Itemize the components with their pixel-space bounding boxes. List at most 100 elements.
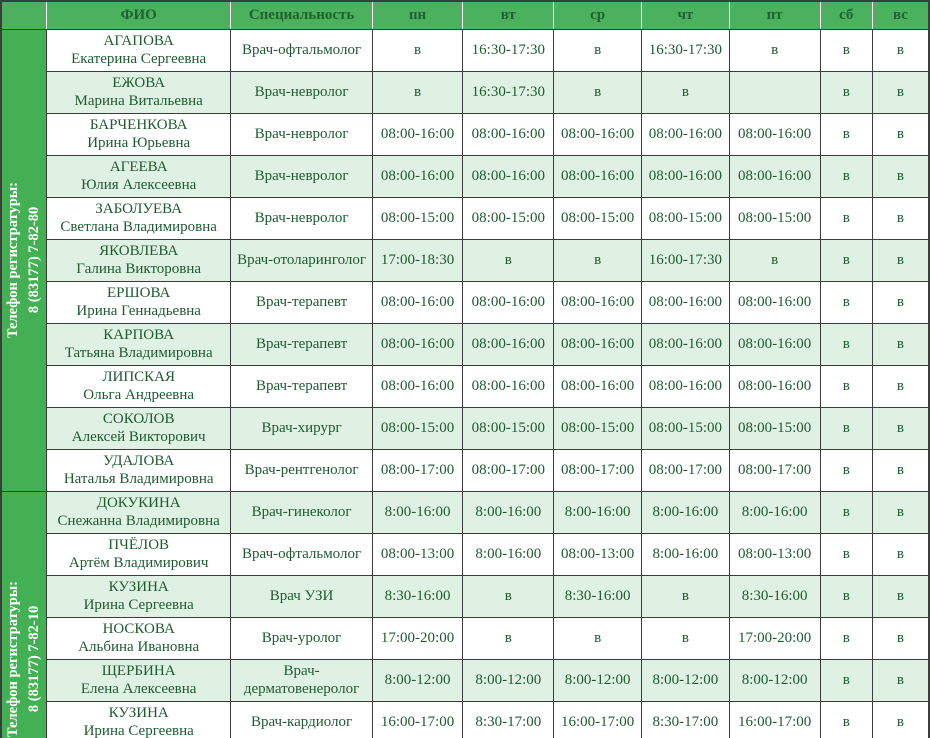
table-row: КУЗИНА Ирина Сергеевна Врач-кардиолог 16:00… [1, 701, 930, 738]
doctor-given-name: Ирина Юрьевна [87, 134, 191, 151]
column-header-сб: сб [819, 0, 873, 30]
doctor-name-cell: НОСКОВА Альбина Ивановна [45, 617, 232, 660]
schedule-cell-ср: 08:00-16:00 [553, 155, 642, 198]
table-row: КУЗИНА Ирина Сергеевна Врач УЗИ 8:30-16:00 в… [1, 575, 930, 618]
registry-phone-text: Телефон регистратуры: 8 (83177) 7-82-10 [3, 581, 45, 737]
specialty-cell: Врач-терапевт [230, 323, 373, 366]
doctor-surname: ЗАБОЛУЕВА [95, 201, 183, 218]
schedule-cell-сб: в [819, 323, 873, 366]
doctor-given-name: Галина Викторовна [76, 260, 202, 277]
specialty-cell: Врач-терапевт [230, 365, 373, 408]
schedule-cell-пт: 17:00-20:00 [728, 617, 821, 660]
doctor-surname: КАРПОВА [103, 327, 175, 344]
schedule-cell-ср: 08:00-17:00 [553, 449, 642, 492]
specialty-cell: Врач-дерматовенеролог [230, 659, 373, 702]
column-header-ср: ср [553, 0, 642, 30]
schedule-cell-пн: в [371, 29, 464, 72]
column-header-specialty: Специальность [230, 0, 373, 30]
schedule-cell-вс: в [871, 491, 930, 534]
schedule-cell-вт: 8:00-16:00 [462, 533, 555, 576]
table-row: АГЕЕВА Юлия Алексеевна Врач-невролог 08:00-… [1, 155, 930, 198]
schedule-cell-пт: 08:00-16:00 [728, 281, 821, 324]
doctor-surname: УДАЛОВА [103, 453, 175, 470]
specialty-cell: Врач УЗИ [230, 575, 373, 618]
schedule-cell-ср: 16:00-17:00 [553, 701, 642, 738]
table-row: ЕРШОВА Ирина Геннадьевна Врач-терапевт 08:0… [1, 281, 930, 324]
schedule-cell-сб: в [819, 491, 873, 534]
schedule-cell-чт: 8:00-12:00 [640, 659, 730, 702]
schedule-cell-пт: 16:00-17:00 [728, 701, 821, 738]
doctor-name-cell: АГЕЕВА Юлия Алексеевна [45, 155, 232, 198]
doctor-given-name: Альбина Ивановна [78, 638, 200, 655]
schedule-cell-вс: в [871, 281, 930, 324]
schedule-cell-чт: 8:00-16:00 [640, 491, 730, 534]
doctor-surname: КУЗИНА [108, 579, 169, 596]
schedule-cell-чт: 08:00-15:00 [640, 197, 730, 240]
schedule-cell-сб: в [819, 365, 873, 408]
doctor-name-cell: ЛИПСКАЯ Ольга Андреевна [45, 365, 232, 408]
schedule-cell-пт: 8:00-16:00 [728, 491, 821, 534]
specialty-cell: Врач-терапевт [230, 281, 373, 324]
schedule-cell-сб: в [819, 155, 873, 198]
schedule-cell-чт: 08:00-16:00 [640, 281, 730, 324]
specialty-cell: Врач-офтальмолог [230, 29, 373, 72]
specialty-cell: Врач-гинеколог [230, 491, 373, 534]
schedule-cell-сб: в [819, 701, 873, 738]
column-header-пн: пн [371, 0, 464, 30]
specialty-cell: Врач-невролог [230, 197, 373, 240]
doctor-name-cell: КУЗИНА Ирина Сергеевна [45, 575, 232, 618]
schedule-table-body: Телефон регистратуры: 8 (83177) 7-82-80 АГ… [0, 29, 930, 738]
schedule-cell-вт: 08:00-15:00 [462, 407, 555, 450]
schedule-cell-ср: в [553, 29, 642, 72]
doctor-given-name: Алексей Викторович [71, 428, 206, 445]
schedule-cell-пт: 08:00-13:00 [728, 533, 821, 576]
schedule-cell-сб: в [819, 407, 873, 450]
schedule-cell-сб: в [819, 113, 873, 156]
table-row: КАРПОВА Татьяна Владимировна Врач-терапевт… [1, 323, 930, 366]
schedule-cell-вт: в [462, 239, 555, 282]
schedule-cell-чт: 08:00-16:00 [640, 113, 730, 156]
registry-phone-label: Телефон регистратуры: [4, 182, 21, 339]
table-row: ЕЖОВА Марина Витальевна Врач-невролог в 16:3… [1, 71, 930, 114]
schedule-cell-чт: 08:00-15:00 [640, 407, 730, 450]
column-header-чт: чт [640, 0, 730, 30]
schedule-cell-вс: в [871, 239, 930, 282]
specialty-cell: Врач-уролог [230, 617, 373, 660]
table-row: ЩЕРБИНА Елена Алексеевна Врач-дерматовенер… [1, 659, 930, 702]
doctor-given-name: Ирина Геннадьевна [76, 302, 201, 319]
doctor-given-name: Снежанна Владимировна [57, 512, 220, 529]
schedule-cell-сб: в [819, 71, 873, 114]
schedule-cell-пн: 08:00-16:00 [371, 281, 464, 324]
doctor-given-name: Татьяна Владимировна [64, 344, 213, 361]
schedule-cell-вс: в [871, 701, 930, 738]
doctor-surname: ДОКУКИНА [96, 495, 181, 512]
schedule-cell-пн: 8:00-12:00 [371, 659, 464, 702]
doctor-surname: ЛИПСКАЯ [102, 369, 176, 386]
doctor-name-cell: ЕРШОВА Ирина Геннадьевна [45, 281, 232, 324]
schedule-cell-чт: 16:30-17:30 [640, 29, 730, 72]
schedule-cell-сб: в [819, 197, 873, 240]
schedule-cell-пт: 08:00-16:00 [728, 323, 821, 366]
header-row: ФИО Специальность пн вт ср чт пт сб вс [0, 0, 930, 30]
doctor-name-cell: ЕЖОВА Марина Витальевна [45, 71, 232, 114]
doctor-name-cell: СОКОЛОВ Алексей Викторович [45, 407, 232, 450]
schedule-cell-пт: 08:00-16:00 [728, 365, 821, 408]
specialty-cell: Врач-отоларинголог [230, 239, 373, 282]
schedule-cell-ср: в [553, 71, 642, 114]
schedule-cell-чт: в [640, 71, 730, 114]
specialty-cell: Врач-невролог [230, 155, 373, 198]
doctor-surname: ЕЖОВА [112, 75, 166, 92]
doctor-given-name: Елена Алексеевна [80, 680, 197, 697]
table-row: СОКОЛОВ Алексей Викторович Врач-хирург 08:0… [1, 407, 930, 450]
schedule-cell-сб: в [819, 29, 873, 72]
doctor-name-cell: АГАПОВА Екатерина Сергеевна [45, 29, 232, 72]
schedule-cell-сб: в [819, 239, 873, 282]
specialty-cell: Врач-офтальмолог [230, 533, 373, 576]
schedule-cell-сб: в [819, 449, 873, 492]
doctor-surname: ЯКОВЛЕВА [99, 243, 179, 260]
column-header-вс: вс [871, 0, 930, 30]
specialty-cell: Врач-рентгенолог [230, 449, 373, 492]
doctor-name-cell: ДОКУКИНА Снежанна Владимировна [45, 491, 232, 534]
schedule-cell-вс: в [871, 449, 930, 492]
doctor-name-cell: КУЗИНА Ирина Сергеевна [45, 701, 232, 738]
